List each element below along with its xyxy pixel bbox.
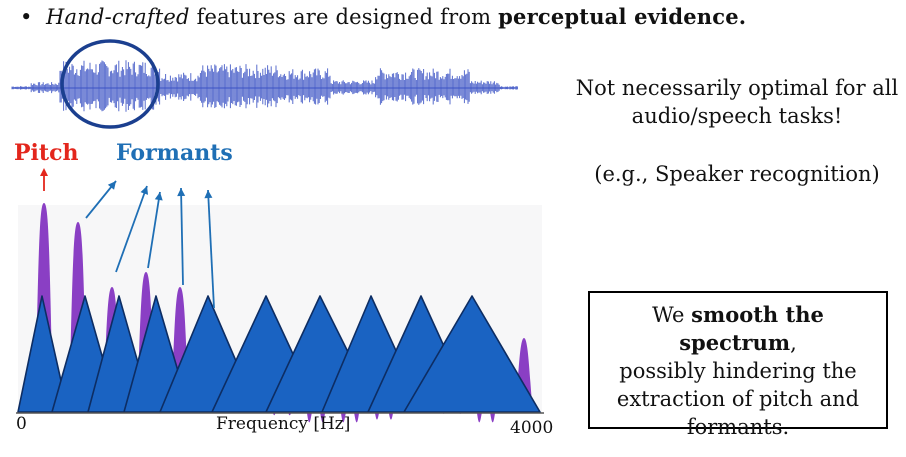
x-axis-title: Frequency [Hz] (216, 414, 351, 434)
side-note-optimal: Not necessarily optimal for all audio/sp… (572, 74, 902, 130)
bullet-bold: perceptual evidence. (498, 4, 747, 29)
triangular-filterbank (17, 295, 541, 413)
bullet-italic: Hand-crafted (46, 5, 190, 29)
formants-label: Formants (116, 140, 233, 166)
bullet-middle: features are designed from (189, 5, 499, 29)
box-line1-post: , (790, 331, 797, 355)
triangular-filter (403, 295, 541, 413)
box-line1-bold: smooth the spectrum (679, 302, 824, 355)
x-axis-max-label: 4000 (510, 418, 554, 438)
box-line1-pre: We (652, 303, 692, 327)
box-line4: formants. (686, 415, 790, 439)
waveform-trace (11, 60, 518, 112)
formant-arrow (85, 180, 117, 219)
pitch-arrow (40, 168, 48, 191)
side-note-line2: audio/speech tasks! (631, 104, 843, 128)
speech-waveform (11, 60, 518, 112)
bullet-marker: • (20, 5, 33, 29)
triangular-filter (17, 295, 69, 413)
box-line3: extraction of pitch and (616, 387, 860, 411)
side-note-line1: Not necessarily optimal for all (575, 76, 899, 100)
smoothing-callout-box: We smooth the spectrum, possibly hinderi… (588, 291, 888, 439)
box-line2: possibly hindering the (619, 359, 857, 383)
box-line1: We smooth the spectrum, (590, 301, 886, 357)
formant-arrow (147, 191, 163, 269)
formant-arrow (177, 187, 186, 286)
waveform-highlight-ellipse (60, 39, 160, 129)
formant-arrows (85, 180, 215, 309)
side-note-example: (e.g., Speaker recognition) (594, 162, 880, 186)
pitch-label: Pitch (14, 140, 79, 166)
bullet-text: • Hand-crafted features are designed from… (20, 4, 746, 29)
x-axis-min-label: 0 (16, 414, 27, 434)
formant-arrow (115, 185, 149, 273)
formant-arrow (204, 189, 215, 309)
